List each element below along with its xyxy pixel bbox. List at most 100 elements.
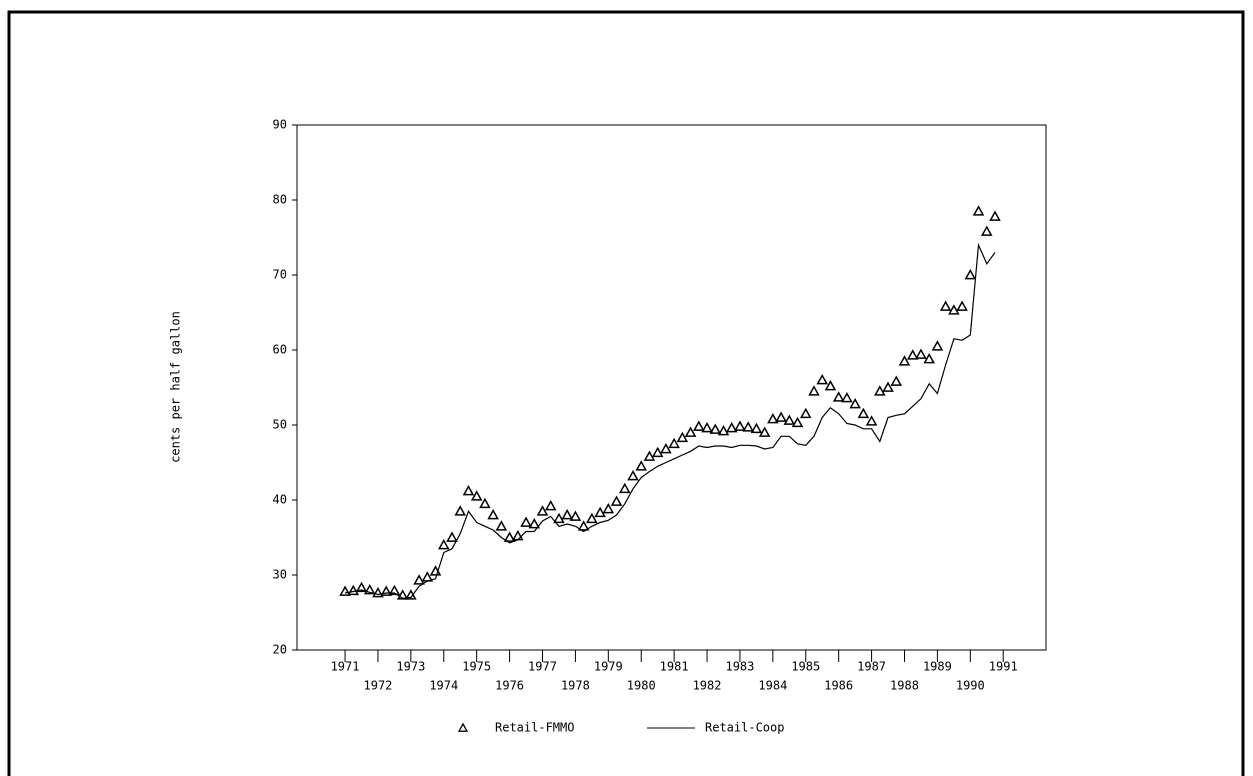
triangle-marker bbox=[635, 460, 647, 471]
triangle-marker bbox=[841, 391, 853, 403]
triangle-marker bbox=[454, 505, 467, 516]
triangle-marker bbox=[816, 373, 828, 385]
x-tick-label: 1984 bbox=[758, 679, 787, 693]
triangle-marker bbox=[561, 508, 573, 520]
triangle-marker bbox=[799, 407, 812, 419]
triangle-marker bbox=[980, 225, 993, 236]
triangle-marker bbox=[594, 506, 606, 518]
y-tick-label: 90 bbox=[273, 118, 287, 132]
triangle-marker bbox=[553, 512, 565, 524]
x-tick-label: 1989 bbox=[923, 660, 952, 674]
triangle-marker bbox=[413, 574, 425, 585]
triangle-marker bbox=[964, 268, 977, 280]
triangle-marker bbox=[956, 300, 968, 311]
triangle-marker bbox=[618, 482, 631, 494]
x-tick-label: 1972 bbox=[364, 679, 393, 693]
triangle-marker bbox=[446, 531, 458, 542]
triangle-marker bbox=[898, 355, 911, 366]
triangle-marker bbox=[569, 510, 582, 521]
y-tick-label: 70 bbox=[273, 268, 287, 282]
triangle-marker bbox=[989, 210, 1001, 221]
triangle-marker bbox=[470, 490, 483, 501]
triangle-marker bbox=[808, 385, 820, 396]
triangle-marker bbox=[849, 397, 861, 409]
triangle-marker bbox=[536, 505, 549, 516]
triangle-marker bbox=[832, 391, 845, 402]
triangle-marker bbox=[355, 581, 368, 593]
x-tick-label: 1976 bbox=[495, 679, 524, 693]
triangle-marker bbox=[668, 437, 680, 449]
y-tick-label: 30 bbox=[273, 568, 287, 582]
triangle-marker bbox=[742, 421, 754, 432]
triangle-marker bbox=[520, 516, 532, 527]
triangle-marker bbox=[824, 379, 837, 391]
x-tick-label: 1983 bbox=[725, 660, 754, 674]
triangle-marker bbox=[660, 442, 672, 454]
triangle-marker bbox=[767, 412, 779, 424]
triangle-marker bbox=[586, 512, 598, 524]
triangle-marker bbox=[503, 531, 516, 542]
x-tick-label: 1973 bbox=[396, 660, 425, 674]
x-tick-label: 1974 bbox=[429, 679, 458, 693]
triangle-marker bbox=[544, 499, 557, 511]
triangle-marker bbox=[709, 423, 722, 434]
y-tick-label: 50 bbox=[273, 418, 287, 432]
series-line bbox=[344, 242, 996, 599]
triangle-marker bbox=[512, 529, 524, 541]
plot-area bbox=[296, 124, 1047, 651]
x-tick-label: 1986 bbox=[824, 679, 853, 693]
triangle-marker bbox=[676, 431, 689, 443]
triangle-marker bbox=[363, 583, 376, 595]
x-tick-label: 1988 bbox=[890, 679, 919, 693]
triangle-marker bbox=[479, 497, 491, 509]
x-tick-label: 1981 bbox=[660, 660, 689, 674]
x-tick-label: 1979 bbox=[594, 660, 623, 674]
triangle-marker bbox=[693, 420, 705, 431]
x-tick-label: 1982 bbox=[693, 679, 722, 693]
triangle-marker bbox=[627, 469, 639, 481]
triangle-marker bbox=[923, 352, 935, 364]
x-tick-label: 1991 bbox=[989, 660, 1018, 674]
x-tick-label: 1977 bbox=[528, 660, 557, 674]
legend-symbol bbox=[457, 722, 469, 732]
triangle-marker bbox=[684, 426, 697, 437]
y-tick-label: 20 bbox=[273, 643, 287, 657]
y-tick-label: 80 bbox=[273, 193, 287, 207]
triangle-marker bbox=[882, 381, 894, 392]
triangle-marker bbox=[783, 414, 796, 425]
y-tick-label: 60 bbox=[273, 343, 287, 357]
triangle-marker bbox=[890, 375, 903, 386]
y-tick-label: 40 bbox=[273, 493, 287, 507]
triangle-marker bbox=[388, 584, 401, 596]
triangle-marker bbox=[495, 520, 508, 531]
legend-label: Retail-Coop bbox=[705, 721, 784, 735]
triangle-marker bbox=[865, 415, 878, 426]
triangle-marker bbox=[380, 585, 392, 596]
triangle-marker bbox=[717, 424, 730, 436]
x-tick-label: 1980 bbox=[627, 679, 656, 693]
triangle-marker bbox=[701, 421, 713, 433]
triangle-marker bbox=[372, 586, 384, 598]
x-tick-label: 1975 bbox=[462, 660, 491, 674]
triangle-marker bbox=[577, 520, 590, 531]
triangle-marker bbox=[602, 502, 615, 514]
triangle-marker bbox=[874, 385, 886, 396]
triangle-marker bbox=[734, 420, 746, 431]
y-axis-label: cents per half gallon bbox=[169, 311, 183, 463]
triangle-marker bbox=[643, 450, 656, 461]
x-tick-label: 1987 bbox=[857, 660, 886, 674]
triangle-marker bbox=[915, 348, 927, 359]
triangle-marker bbox=[931, 340, 944, 351]
triangle-marker bbox=[758, 426, 771, 437]
triangle-marker bbox=[437, 538, 450, 550]
triangle-marker bbox=[750, 422, 763, 434]
triangle-marker bbox=[462, 484, 475, 496]
triangle-marker bbox=[906, 349, 919, 360]
x-tick-label: 1978 bbox=[561, 679, 590, 693]
triangle-marker bbox=[528, 517, 541, 529]
x-tick-label: 1971 bbox=[331, 660, 360, 674]
triangle-marker bbox=[972, 205, 985, 216]
triangle-marker bbox=[651, 446, 664, 458]
frame bbox=[7, 10, 1245, 776]
